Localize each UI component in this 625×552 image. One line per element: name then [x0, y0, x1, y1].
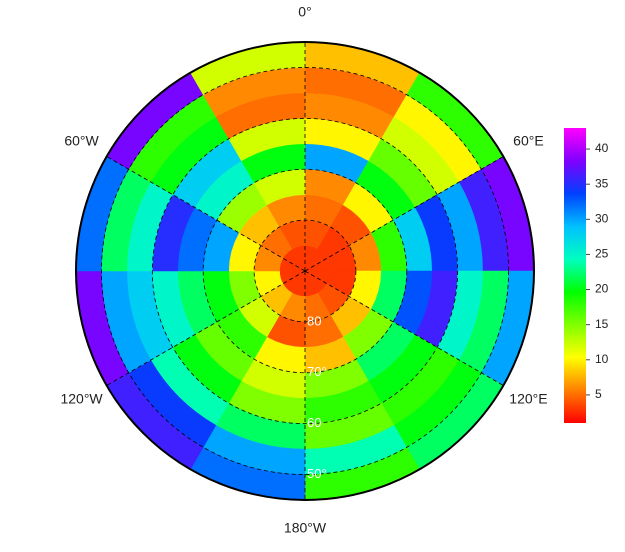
meridian-line — [106, 270, 306, 386]
meridian-line — [304, 270, 504, 386]
longitude-label: 60°W — [64, 133, 99, 149]
latitude-label: 60 — [307, 415, 321, 430]
map-border — [75, 41, 535, 501]
colorbar-tick-label: 5 — [595, 387, 602, 401]
graticule — [101, 42, 509, 500]
longitude-label: 120°W — [60, 391, 103, 407]
colorbar-tick-label: 15 — [595, 317, 609, 331]
meridian-line — [304, 156, 504, 272]
longitude-label: 0° — [298, 4, 311, 20]
latitude-label: 80 — [307, 313, 321, 328]
colorbar-tick-label: 30 — [595, 211, 609, 225]
latitude-label: 70° — [307, 364, 327, 379]
latitude-line — [101, 67, 509, 475]
colorbar-tick-label: 40 — [595, 141, 609, 155]
heatmap — [76, 42, 534, 500]
longitude-label: 180°W — [284, 520, 327, 536]
longitude-label: 60°E — [513, 133, 544, 149]
latitude-label: 50° — [307, 466, 327, 481]
colorbar-tick-label: 20 — [595, 282, 609, 296]
longitude-label: 120°E — [509, 391, 547, 407]
colorbar-tick-label: 25 — [595, 247, 609, 261]
colorbar — [564, 128, 586, 423]
meridian-line — [106, 156, 306, 272]
colorbar-tick-label: 35 — [595, 176, 609, 190]
colorbar-tick-label: 10 — [595, 352, 609, 366]
latitude-line — [151, 117, 459, 425]
